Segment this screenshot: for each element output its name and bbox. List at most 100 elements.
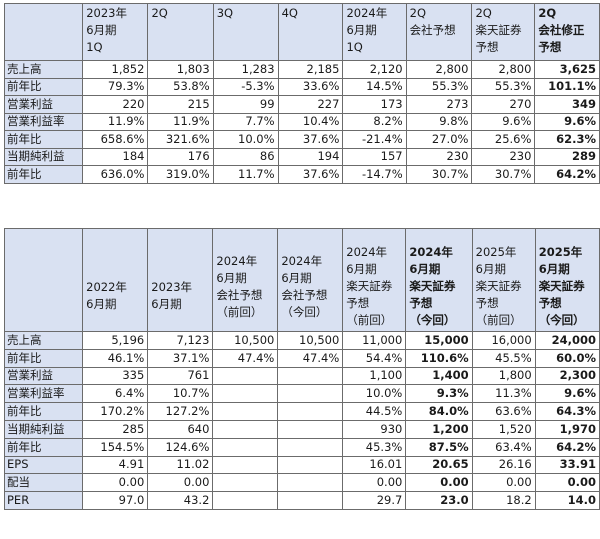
table-cell: -14.7% xyxy=(342,165,407,184)
table-cell: 157 xyxy=(342,147,407,166)
table-row: 売上高 5,196 7,123 10,500 10,500 11,000 15,000 16,… xyxy=(3,331,600,350)
table-cell: 9.6% xyxy=(471,112,536,131)
col-header: 4Q xyxy=(277,3,344,61)
table-cell: 15,000 xyxy=(405,331,473,350)
table-cell: 29.7 xyxy=(342,491,407,510)
table-cell: 43.2 xyxy=(147,491,214,510)
table-cell: 215 xyxy=(147,95,214,114)
table-cell: 45.5% xyxy=(471,348,536,368)
table-cell: 84.0% xyxy=(405,402,473,421)
table-cell: 154.5% xyxy=(82,437,149,457)
annual-forecast-table: 2022年 6月期 2023年 6月期 2024年 6月期 会社予想 （前回） 2024年… xyxy=(3,228,600,510)
row-label: 前年比 xyxy=(3,348,84,368)
table-cell: 1,200 xyxy=(405,419,473,439)
table-cell: 11.3% xyxy=(471,384,536,404)
table-cell: 99 xyxy=(212,95,279,114)
table-cell xyxy=(277,366,344,386)
table-cell xyxy=(212,384,279,404)
col-header: 2024年 6月期 会社予想 （今回） xyxy=(277,228,344,332)
table-cell: 10,500 xyxy=(277,331,344,350)
row-label: 前年比 xyxy=(3,77,84,96)
table-cell: 5,196 xyxy=(82,331,149,350)
table-cell: 25.6% xyxy=(471,130,536,149)
table-cell xyxy=(277,455,344,475)
table-cell: 10.0% xyxy=(212,130,279,149)
row-label: 売上高 xyxy=(3,60,84,79)
table-cell: 9.6% xyxy=(534,112,600,131)
row-label: 売上高 xyxy=(3,331,84,350)
row-label: 営業利益率 xyxy=(3,384,84,404)
table-cell: 60.0% xyxy=(534,348,600,368)
table-cell: 33.6% xyxy=(277,77,344,96)
table-cell: 33.91 xyxy=(534,455,600,475)
table-row: 売上高 1,852 1,803 1,283 2,185 2,120 2,800 2,800 3,… xyxy=(3,60,600,79)
table-cell: 8.2% xyxy=(342,112,407,131)
table-cell: 46.1% xyxy=(82,348,149,368)
table-cell: 1,400 xyxy=(405,366,473,386)
table-cell xyxy=(212,491,279,510)
table-row: 前年比 154.5% 124.6% 45.3% 87.5% 63.4% 64.2% xyxy=(3,437,600,457)
table-cell: 930 xyxy=(342,419,407,439)
table-cell: 27.0% xyxy=(405,130,473,149)
table-cell: 273 xyxy=(405,95,473,114)
table-cell xyxy=(212,419,279,439)
table-cell xyxy=(277,491,344,510)
table-cell: 6.4% xyxy=(82,384,149,404)
table-cell: 44.5% xyxy=(342,402,407,421)
table-cell: 227 xyxy=(277,95,344,114)
table-cell: 55.3% xyxy=(471,77,536,96)
table-cell xyxy=(212,402,279,421)
table-cell xyxy=(212,437,279,457)
col-header: 2Q 会社予想 xyxy=(405,3,473,61)
table-cell: 30.7% xyxy=(471,165,536,184)
table-cell: 64.3% xyxy=(534,402,600,421)
table-cell: 1,803 xyxy=(147,60,214,79)
table-cell: 54.4% xyxy=(342,348,407,368)
row-label: 営業利益 xyxy=(3,95,84,114)
table-cell: 2,800 xyxy=(471,60,536,79)
row-label: 前年比 xyxy=(3,437,84,457)
table-row: 営業利益率 6.4% 10.7% 10.0% 9.3% 11.3% 9.6% xyxy=(3,384,600,404)
table-cell: 658.6% xyxy=(82,130,149,149)
table-row: 前年比 636.0% 319.0% 11.7% 37.6% -14.7% 30.7% 30.7… xyxy=(3,165,600,184)
table-cell: 0.00 xyxy=(471,473,536,493)
table-cell: 0.00 xyxy=(534,473,600,493)
table-row: 前年比 79.3% 53.8% -5.3% 33.6% 14.5% 55.3% 55.3% 10… xyxy=(3,77,600,96)
table-cell: 230 xyxy=(471,147,536,166)
table-cell: 37.6% xyxy=(277,165,344,184)
col-header: 2Q xyxy=(147,3,214,61)
table-cell: 23.0 xyxy=(405,491,473,510)
table-cell: 1,520 xyxy=(471,419,536,439)
table-cell: -21.4% xyxy=(342,130,407,149)
table-cell: 62.3% xyxy=(534,130,600,149)
table-cell: 761 xyxy=(147,366,214,386)
table-cell: 7.7% xyxy=(212,112,279,131)
table-cell: 11.9% xyxy=(82,112,149,131)
table-cell: 1,800 xyxy=(471,366,536,386)
col-header: 2025年 6月期 楽天証券 予想 （今回） xyxy=(534,228,600,332)
table-cell: 9.3% xyxy=(405,384,473,404)
table-cell xyxy=(277,384,344,404)
table-cell: 11,000 xyxy=(342,331,407,350)
table-cell: 220 xyxy=(82,95,149,114)
col-header: 2Q 会社修正 予想 xyxy=(534,3,600,61)
row-label: PER xyxy=(3,491,84,510)
table-cell: 335 xyxy=(82,366,149,386)
table-cell xyxy=(212,473,279,493)
table-cell xyxy=(277,473,344,493)
col-header: 2023年 6月期 1Q xyxy=(82,3,149,61)
row-label: EPS xyxy=(3,455,84,475)
table-cell: 2,185 xyxy=(277,60,344,79)
table-cell: 11.7% xyxy=(212,165,279,184)
table-cell: 321.6% xyxy=(147,130,214,149)
table-cell: 14.0 xyxy=(534,491,600,510)
table-cell: 0.00 xyxy=(82,473,149,493)
table-cell: 97.0 xyxy=(82,491,149,510)
table-cell: -5.3% xyxy=(212,77,279,96)
table-cell: 2,800 xyxy=(405,60,473,79)
table-cell: 64.2% xyxy=(534,165,600,184)
table-cell: 55.3% xyxy=(405,77,473,96)
table-cell: 173 xyxy=(342,95,407,114)
table-cell: 0.00 xyxy=(342,473,407,493)
table-cell: 10.4% xyxy=(277,112,344,131)
